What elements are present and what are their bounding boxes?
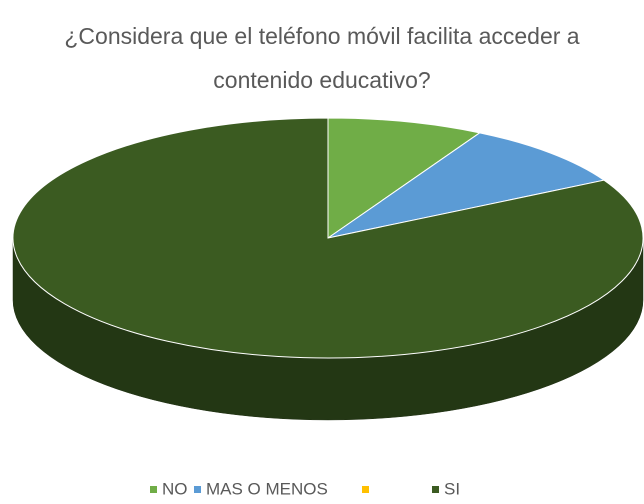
pie-slice [327, 117, 481, 239]
pie-slice [327, 132, 606, 239]
legend-label: MAS O MENOS [206, 479, 328, 498]
pie-slice [12, 117, 644, 359]
legend-swatch [150, 486, 157, 493]
legend-swatch [194, 486, 201, 493]
legend-swatch [362, 486, 369, 493]
legend-swatch [432, 486, 439, 493]
chart-title: ¿Considera que el teléfono móvil facilit… [64, 23, 580, 93]
legend-label: NO [162, 479, 188, 498]
legend-label: SI [444, 479, 460, 498]
